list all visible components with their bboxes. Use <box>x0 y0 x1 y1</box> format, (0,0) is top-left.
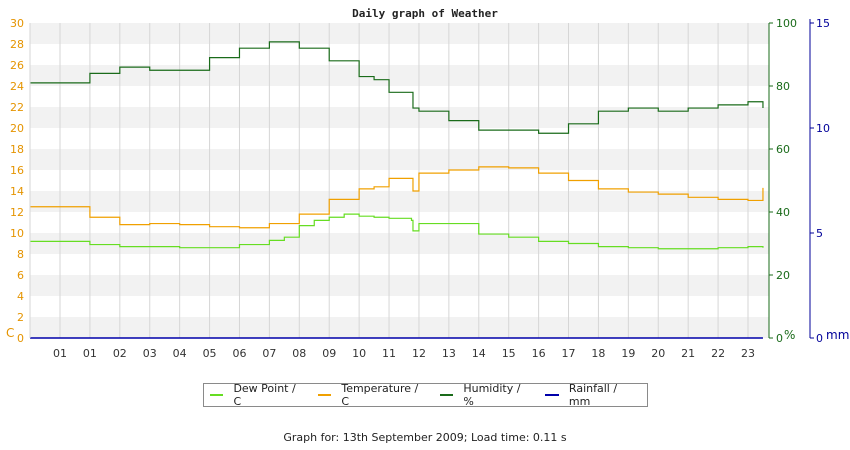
legend-swatch-rainfall <box>545 394 559 396</box>
plot-band <box>30 296 769 317</box>
x-tick-label: 14 <box>472 347 486 360</box>
temperature-tick-label: 10 <box>10 227 24 240</box>
temperature-unit-label: C <box>6 326 14 340</box>
x-tick-label: 11 <box>382 347 396 360</box>
legend-item-dew-point: Dew Point / C <box>210 382 304 408</box>
humidity-tick-label: 100 <box>776 17 797 30</box>
rainfall-unit-label: mm <box>826 328 849 342</box>
plot-band <box>30 254 769 275</box>
temperature-tick-label: 30 <box>10 17 24 30</box>
plot-band <box>30 191 769 212</box>
legend-swatch-humidity <box>439 394 454 396</box>
temperature-tick-label: 16 <box>10 164 24 177</box>
x-tick-label: 17 <box>562 347 576 360</box>
axes <box>29 19 811 338</box>
x-tick-label: 02 <box>113 347 127 360</box>
x-tick-label: 20 <box>651 347 665 360</box>
x-tick-label: 22 <box>711 347 725 360</box>
temperature-tick-label: 20 <box>10 122 24 135</box>
temperature-tick-label: 8 <box>17 248 24 261</box>
temperature-tick-label: 12 <box>10 206 24 219</box>
x-tick-label: 21 <box>681 347 695 360</box>
temperature-tick-label: 14 <box>10 185 24 198</box>
temperature-tick-label: 4 <box>17 290 24 303</box>
series-line-dew <box>30 213 764 250</box>
rainfall-tick-label: 10 <box>816 122 830 135</box>
plot-band <box>30 170 769 191</box>
rainfall-tick-label: 5 <box>816 227 823 240</box>
plot-band <box>30 65 769 86</box>
legend-label-dew-point: Dew Point / C <box>233 382 296 408</box>
plot-band <box>30 128 769 149</box>
x-tick-label: 10 <box>352 347 366 360</box>
temperature-tick-label: 26 <box>10 59 24 72</box>
legend-item-temperature: Temperature / C <box>317 382 426 408</box>
plot-band <box>30 44 769 65</box>
plot-band <box>30 107 769 128</box>
x-tick-label: 06 <box>232 347 246 360</box>
humidity-unit-label: % <box>784 328 795 342</box>
humidity-tick-label: 20 <box>776 269 790 282</box>
temperature-tick-label: 22 <box>10 101 24 114</box>
legend-item-rainfall: Rainfall / mm <box>545 382 639 408</box>
series-line-temperature <box>30 166 764 229</box>
rainfall-tick-label: 15 <box>816 17 830 30</box>
x-tick-label: 23 <box>741 347 755 360</box>
x-tick-label: 16 <box>532 347 546 360</box>
rainfall-axis-ticks: 0 5 10 15 <box>810 17 830 345</box>
x-tick-label: 01 <box>83 347 97 360</box>
legend-swatch-dew-point <box>210 394 224 396</box>
x-tick-label: 05 <box>203 347 217 360</box>
x-tick-label: 15 <box>502 347 516 360</box>
x-tick-label: 08 <box>292 347 306 360</box>
legend-label-humidity: Humidity / % <box>463 382 521 408</box>
x-tick-label: 03 <box>143 347 157 360</box>
x-tick-label: 01 <box>53 347 67 360</box>
plot-background-bands <box>30 23 769 338</box>
legend-label-rainfall: Rainfall / mm <box>568 382 618 408</box>
humidity-axis-ticks: 0 20 40 60 80 100 <box>769 17 797 345</box>
rainfall-tick-label: 0 <box>816 332 823 345</box>
temperature-tick-label: 0 <box>17 332 24 345</box>
x-tick-label: 18 <box>591 347 605 360</box>
plot-band <box>30 275 769 296</box>
humidity-tick-label: 0 <box>776 332 783 345</box>
humidity-tick-label: 80 <box>776 80 790 93</box>
legend-item-humidity: Humidity / % <box>439 382 532 408</box>
x-tick-label: 19 <box>621 347 635 360</box>
plot-band <box>30 86 769 107</box>
temperature-tick-label: 6 <box>17 269 24 282</box>
humidity-tick-label: 60 <box>776 143 790 156</box>
humidity-tick-label: 40 <box>776 206 790 219</box>
temperature-tick-label: 2 <box>17 311 24 324</box>
temperature-tick-label: 24 <box>10 80 24 93</box>
legend-label-temperature: Temperature / C <box>341 382 419 408</box>
plot-band <box>30 23 769 44</box>
plot-band <box>30 149 769 170</box>
legend: Dew Point / C Temperature / C Humidity /… <box>203 382 648 408</box>
footer-status: Graph for: 13th September 2009; Load tim… <box>283 431 567 444</box>
legend-swatch-temperature <box>317 394 332 396</box>
plot-band <box>30 212 769 233</box>
x-tick-label: 13 <box>442 347 456 360</box>
x-tick-label: 04 <box>173 347 187 360</box>
plot-band <box>30 317 769 338</box>
series-line-humidity <box>30 41 764 134</box>
temperature-tick-label: 18 <box>10 143 24 156</box>
plot-band <box>30 233 769 254</box>
x-tick-label: 07 <box>262 347 276 360</box>
chart-title: Daily graph of Weather <box>352 7 498 20</box>
x-axis-ticks: 01 01 02 03 04 05 06 07 08 09 10 11 12 13 14 15 16 17 18 19… <box>53 347 755 360</box>
x-tick-label: 09 <box>322 347 336 360</box>
series-layer <box>30 41 764 339</box>
x-tick-label: 12 <box>412 347 426 360</box>
temperature-tick-label: 28 <box>10 38 24 51</box>
